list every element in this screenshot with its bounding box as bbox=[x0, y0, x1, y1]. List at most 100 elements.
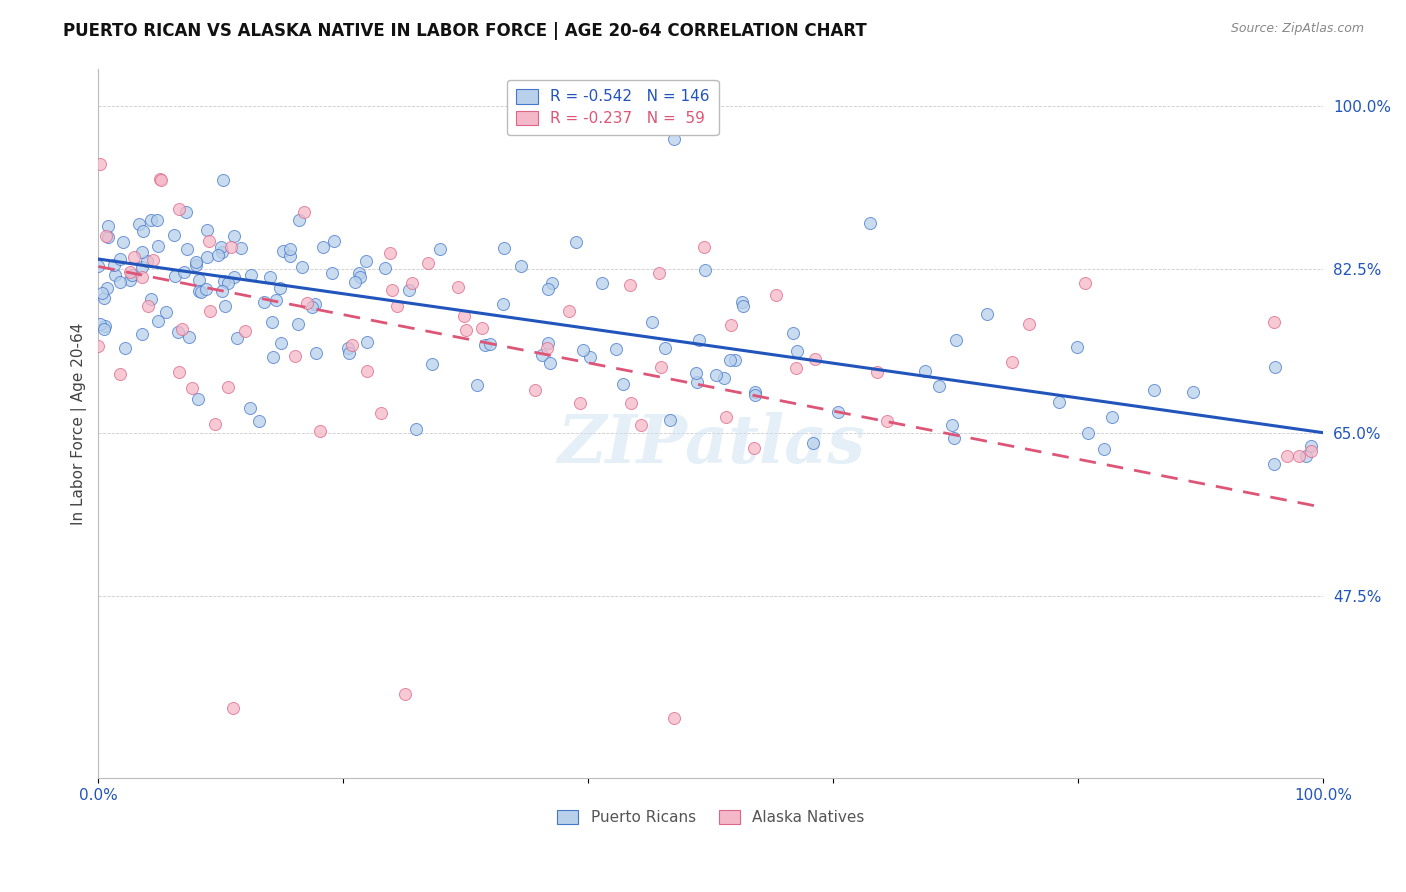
Point bbox=[429, 242, 451, 256]
Point bbox=[97, 230, 120, 244]
Point bbox=[131, 327, 153, 342]
Point bbox=[173, 265, 195, 279]
Point bbox=[370, 406, 392, 420]
Point bbox=[1263, 315, 1285, 329]
Point bbox=[536, 342, 558, 356]
Point bbox=[194, 282, 217, 296]
Point bbox=[571, 343, 593, 358]
Point bbox=[94, 229, 117, 244]
Text: PUERTO RICAN VS ALASKA NATIVE IN LABOR FORCE | AGE 20-64 CORRELATION CHART: PUERTO RICAN VS ALASKA NATIVE IN LABOR F… bbox=[63, 22, 868, 40]
Point bbox=[578, 350, 600, 364]
Point bbox=[167, 365, 190, 379]
Point bbox=[103, 258, 125, 272]
Point bbox=[108, 367, 131, 381]
Point bbox=[1288, 449, 1310, 463]
Point bbox=[398, 284, 420, 298]
Point bbox=[720, 318, 742, 333]
Point bbox=[356, 364, 378, 378]
Point bbox=[612, 376, 634, 391]
Point bbox=[765, 287, 787, 301]
Point bbox=[1263, 457, 1285, 471]
Point bbox=[976, 307, 998, 321]
Point bbox=[474, 338, 496, 352]
Point bbox=[148, 314, 170, 328]
Point bbox=[89, 157, 111, 171]
Point bbox=[1299, 444, 1322, 458]
Point bbox=[454, 323, 477, 337]
Point bbox=[1092, 442, 1115, 456]
Point bbox=[239, 268, 262, 282]
Point bbox=[928, 379, 950, 393]
Point bbox=[104, 268, 127, 282]
Point bbox=[1264, 360, 1286, 375]
Point bbox=[297, 295, 319, 310]
Point bbox=[744, 385, 766, 400]
Point bbox=[565, 235, 588, 249]
Point bbox=[865, 365, 887, 379]
Point bbox=[744, 441, 766, 455]
Point bbox=[97, 219, 120, 233]
Text: ZIPatlas: ZIPatlas bbox=[557, 412, 865, 477]
Point bbox=[304, 297, 326, 311]
Point bbox=[188, 273, 211, 287]
Point bbox=[943, 431, 966, 445]
Point bbox=[1001, 355, 1024, 369]
Point bbox=[420, 358, 443, 372]
Point bbox=[337, 341, 360, 355]
Point bbox=[1047, 394, 1070, 409]
Point bbox=[1295, 449, 1317, 463]
Point bbox=[1143, 383, 1166, 397]
Point bbox=[704, 368, 727, 382]
Point bbox=[540, 276, 562, 290]
Point bbox=[718, 353, 741, 368]
Point bbox=[591, 276, 613, 290]
Point bbox=[222, 701, 245, 715]
Y-axis label: In Labor Force | Age 20-64: In Labor Force | Age 20-64 bbox=[72, 322, 87, 524]
Point bbox=[731, 295, 754, 310]
Point bbox=[650, 359, 672, 374]
Point bbox=[941, 417, 963, 432]
Point bbox=[1101, 410, 1123, 425]
Point bbox=[198, 304, 221, 318]
Point bbox=[301, 300, 323, 314]
Point bbox=[271, 244, 294, 258]
Point bbox=[1182, 385, 1205, 400]
Point bbox=[233, 324, 256, 338]
Point bbox=[259, 270, 281, 285]
Point bbox=[87, 339, 110, 353]
Point bbox=[136, 299, 159, 313]
Point bbox=[688, 333, 710, 347]
Point bbox=[347, 266, 370, 280]
Point bbox=[288, 213, 311, 227]
Point bbox=[308, 424, 330, 438]
Point bbox=[217, 380, 239, 394]
Point bbox=[141, 213, 163, 227]
Point bbox=[110, 275, 132, 289]
Point bbox=[162, 228, 184, 243]
Point bbox=[211, 240, 233, 254]
Point bbox=[87, 259, 110, 273]
Point bbox=[385, 299, 408, 313]
Point bbox=[150, 173, 173, 187]
Point bbox=[110, 252, 132, 266]
Point bbox=[131, 270, 153, 285]
Point bbox=[212, 274, 235, 288]
Point bbox=[278, 242, 301, 256]
Point bbox=[537, 335, 560, 350]
Point bbox=[405, 421, 427, 435]
Point bbox=[1299, 439, 1322, 453]
Point bbox=[222, 270, 245, 285]
Point bbox=[662, 131, 685, 145]
Point bbox=[139, 292, 162, 306]
Point bbox=[217, 276, 239, 290]
Point bbox=[111, 235, 134, 249]
Point bbox=[724, 353, 747, 368]
Point bbox=[342, 338, 364, 352]
Point bbox=[662, 710, 685, 724]
Point bbox=[211, 285, 233, 299]
Point bbox=[181, 381, 204, 395]
Point bbox=[128, 217, 150, 231]
Point bbox=[538, 356, 561, 370]
Point bbox=[219, 240, 242, 254]
Point bbox=[96, 281, 118, 295]
